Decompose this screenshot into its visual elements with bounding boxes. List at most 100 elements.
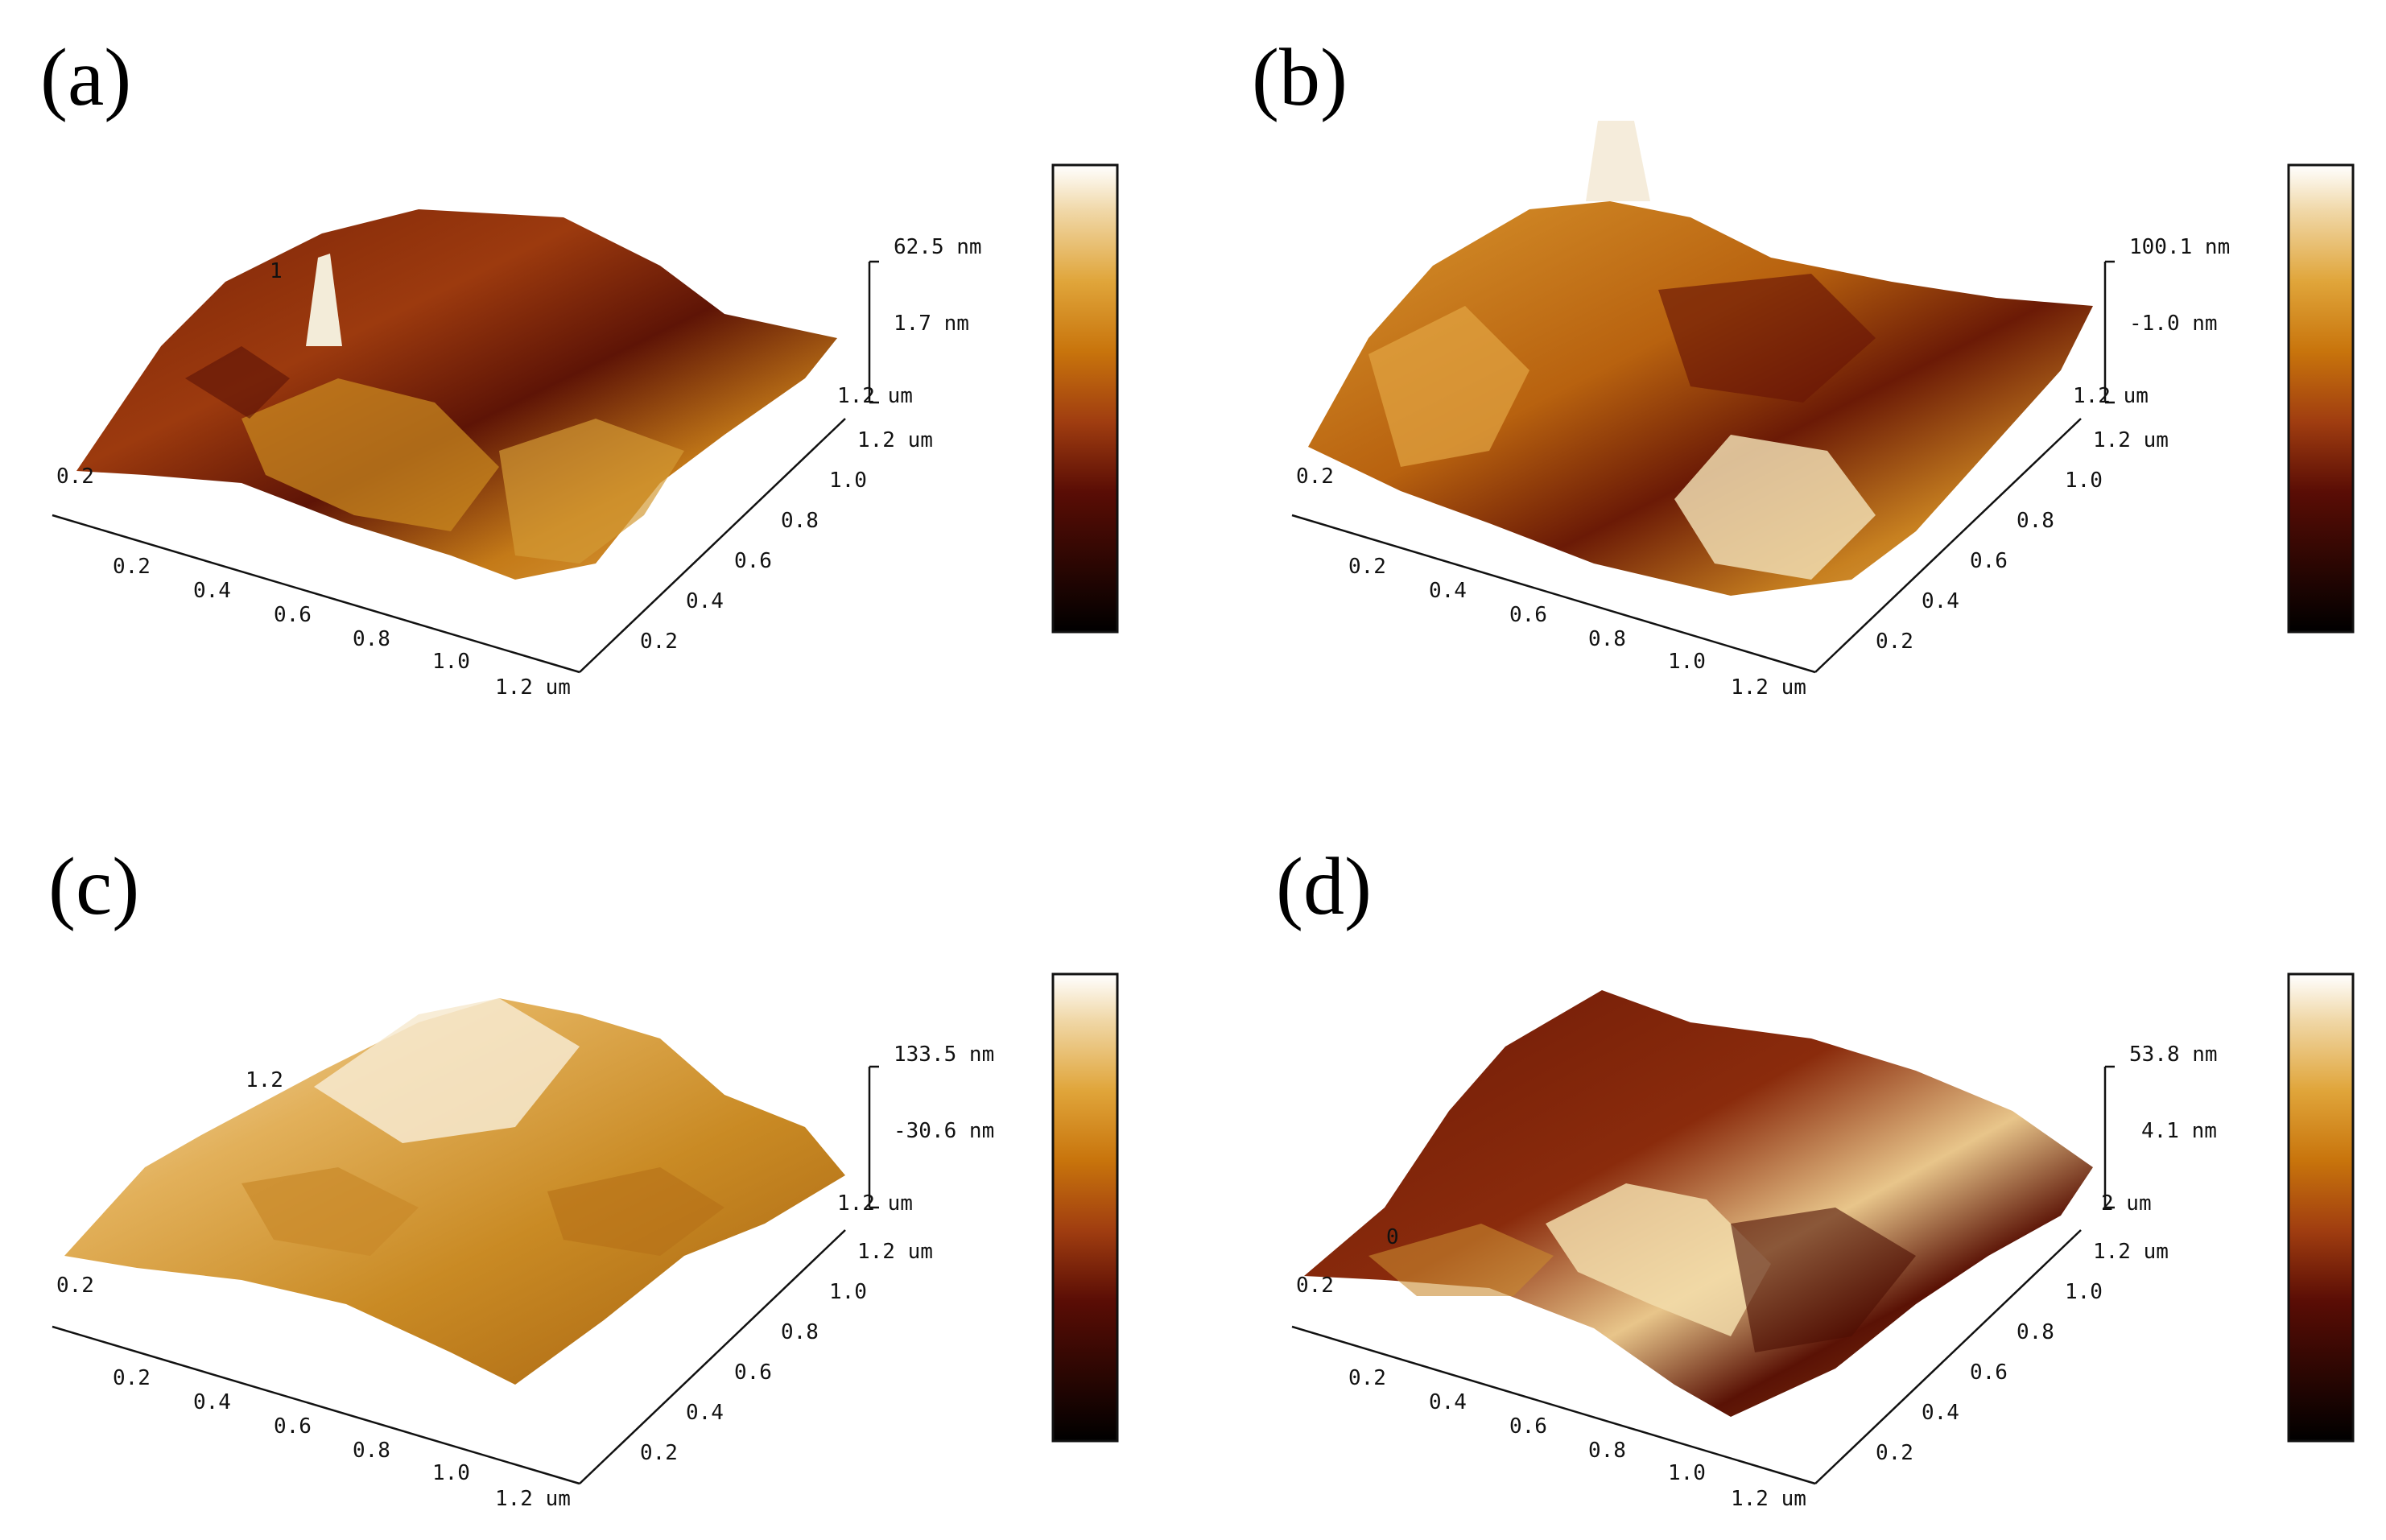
z-max-label: 53.8 nm [2129,1042,2218,1067]
y-tick: 1.2 um [2093,428,2169,452]
x-tick: 0.2 [1348,555,1386,579]
y-tick: 0.4 [686,589,724,613]
afm-surface [1308,121,2093,596]
z-max-label: 100.1 nm [2129,235,2230,259]
z-axis-end-label: 1.2 um [2073,384,2149,408]
z-mid-label: 1.7 nm [894,312,969,336]
corner-label: 0.2 [1296,1274,1334,1298]
x-tick: 0.6 [1509,603,1547,627]
y-tick: 1.0 [2065,469,2103,493]
y-tick: 0.2 [640,630,678,654]
axes [1291,260,2115,674]
y-tick: 1.0 [829,1280,867,1304]
y-axis-ticks: 0.2 0.4 0.6 0.8 1.0 1.2 um [640,428,933,654]
z-max-label: 133.5 nm [894,1042,994,1067]
panel-c: (c) 0.2 0.4 0.6 0.8 1.0 1.2 um 0.2 0.4 0… [48,841,1119,1511]
y-tick: 0.6 [734,549,772,573]
y-tick: 0.4 [686,1401,724,1425]
x-tick: 1.0 [1668,1461,1706,1485]
y-tick: 0.6 [734,1360,772,1385]
y-tick: 0.8 [2017,1320,2054,1344]
x-tick: 1.2 um [1731,675,1806,700]
y-tick: 0.4 [1922,589,1959,613]
peak-label: 1 [270,259,283,283]
y-tick: 0.6 [1970,549,2008,573]
z-axis-labels: 53.8 nm 4.1 nm 2 um 0.2 0 [1296,1042,2218,1298]
axes [1291,1065,2115,1485]
x-tick: 0.2 [113,555,151,579]
z-axis-end-label: 1.2 um [837,384,913,408]
z-axis-labels: 62.5 nm 1.7 nm 1.2 um 0.2 1 [56,235,982,489]
panel-label: (c) [48,841,139,932]
x-axis-ticks: 0.2 0.4 0.6 0.8 1.0 1.2 um [113,1366,571,1511]
x-axis-ticks: 0.2 0.4 0.6 0.8 1.0 1.2 um [1348,555,1806,700]
x-tick: 0.6 [274,603,312,627]
colorbar [2287,972,2355,1443]
z-mid-label: -1.0 nm [2129,312,2218,336]
z-max-label: 62.5 nm [894,235,982,259]
z-axis-labels: 100.1 nm -1.0 nm 1.2 um 0.2 [1296,235,2230,489]
y-tick: 0.2 [1876,1441,1913,1465]
y-axis-ticks: 0.2 0.4 0.6 0.8 1.0 1.2 um [640,1240,933,1465]
afm-surface [64,998,845,1385]
x-tick: 0.4 [1429,1390,1467,1414]
y-tick: 1.2 um [2093,1240,2169,1264]
afm-surface [76,209,837,580]
panel-label: (a) [40,32,131,123]
x-tick: 0.6 [1509,1414,1547,1439]
panel-b: (b) 0.2 0.4 0.6 0.8 1.0 1.2 um 0.2 0.4 0… [1252,32,2355,700]
peak-label: 0 [1386,1225,1399,1249]
x-tick: 1.2 um [495,1487,571,1511]
z-axis-end-label: 2 um [2101,1191,2152,1216]
panel-a: (a) 0.2 0.4 0.6 0.8 1.0 1.2 um 0.2 0.4 0… [40,32,1119,700]
z-mid-label: 4.1 nm [2141,1119,2217,1143]
y-axis-ticks: 0.2 0.4 0.6 0.8 1.0 1.2 um [1876,428,2169,654]
x-tick: 0.4 [1429,579,1467,603]
axes [52,260,879,674]
y-tick: 0.2 [640,1441,678,1465]
x-axis-ticks: 0.2 0.4 0.6 0.8 1.0 1.2 um [113,555,571,700]
x-tick: 0.6 [274,1414,312,1439]
x-tick: 0.8 [1588,1439,1626,1463]
x-tick: 0.4 [193,1390,231,1414]
y-axis-ticks: 0.2 0.4 0.6 0.8 1.0 1.2 um [1876,1240,2169,1465]
colorbar [1051,972,1119,1443]
x-tick: 1.0 [1668,650,1706,674]
x-tick: 1.2 um [1731,1487,1806,1511]
y-tick: 1.2 um [857,428,933,452]
y-tick: 1.0 [829,469,867,493]
colorbar [1051,163,1119,634]
x-tick: 1.2 um [495,675,571,700]
y-tick: 0.6 [1970,1360,2008,1385]
y-tick: 1.2 um [857,1240,933,1264]
axes [52,1065,879,1485]
panel-d: (d) 0.2 0.4 0.6 0.8 1.0 1.2 um 0.2 0.4 0… [1276,841,2355,1511]
x-tick: 0.8 [1588,627,1626,651]
y-tick: 1.0 [2065,1280,2103,1304]
corner-label: 0.2 [56,1274,94,1298]
corner-label: 0.2 [1296,464,1334,489]
z-axis-end-label: 1.2 um [837,1191,913,1216]
y-tick: 0.8 [781,509,819,533]
x-axis-ticks: 0.2 0.4 0.6 0.8 1.0 1.2 um [1348,1366,1806,1511]
colorbar [2287,163,2355,634]
afm-surface [1304,990,2093,1417]
z-axis-labels: 133.5 nm -30.6 nm 1.2 um 0.2 1.2 [56,1042,994,1298]
x-tick: 1.0 [432,1461,470,1485]
x-tick: 1.0 [432,650,470,674]
panel-label: (d) [1276,841,1372,932]
corner-label: 0.2 [56,464,94,489]
y-tick: 0.8 [2017,509,2054,533]
y-tick: 0.4 [1922,1401,1959,1425]
z-mid-label: -30.6 nm [894,1119,994,1143]
x-tick: 0.4 [193,579,231,603]
x-tick: 0.8 [353,627,390,651]
y-tick: 0.2 [1876,630,1913,654]
y-tick: 0.8 [781,1320,819,1344]
x-tick: 0.2 [1348,1366,1386,1390]
peak-label: 1.2 [246,1068,283,1092]
x-tick: 0.8 [353,1439,390,1463]
panel-label: (b) [1252,32,1348,123]
x-tick: 0.2 [113,1366,151,1390]
